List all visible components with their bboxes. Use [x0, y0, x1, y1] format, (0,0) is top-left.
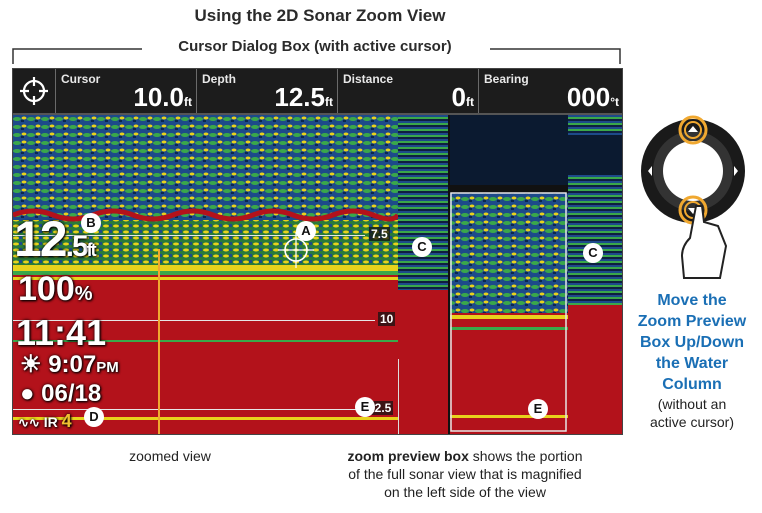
badge-c-left: C	[412, 237, 432, 257]
dialog-cursor-value: 10.0ft	[133, 82, 192, 112]
dialog-cursor-cell: Cursor 10.0ft	[55, 69, 196, 113]
bracket-line	[12, 48, 621, 64]
time-readout: 11:41	[16, 312, 107, 353]
sonar-screen: Cursor 10.0ft Depth 12.5ft Distance 0ft …	[12, 68, 623, 435]
badge-d: D	[84, 407, 104, 427]
dialog-bearing-cell: Bearing 000°t	[478, 69, 622, 113]
sun-icon: ☀	[20, 351, 42, 378]
depth-readout: 12.5ft	[14, 211, 97, 267]
cursor-crosshair-icon[interactable]	[278, 232, 314, 268]
dialog-depth-cell: Depth 12.5ft	[196, 69, 337, 113]
moon-icon: ●	[20, 380, 35, 407]
zoom-box-pointer	[398, 359, 399, 434]
dialog-bearing-value: 000°t	[566, 82, 619, 112]
crosshair-icon	[20, 77, 48, 105]
dialog-cursor-label: Cursor	[61, 72, 101, 86]
ir-readout: ∿∿ IR 4	[18, 411, 72, 431]
zoomed-view-pointer	[158, 249, 160, 434]
figure-title: Using the 2D Sonar Zoom View	[194, 6, 446, 25]
rocker-pad-illustration	[641, 115, 745, 279]
sonar-image	[13, 115, 622, 434]
badge-c-right: C	[583, 243, 603, 263]
badge-e-left: E	[355, 397, 375, 417]
depth-mark-7-5: 7.5	[369, 227, 390, 241]
dialog-distance-label: Distance	[343, 72, 394, 86]
dialog-depth-value: 12.5ft	[274, 82, 333, 112]
depth-line-7-5	[13, 235, 365, 236]
cursor-dialog-box: Cursor 10.0ft Depth 12.5ft Distance 0ft …	[13, 69, 622, 115]
zoomed-view-caption: zoomed view	[129, 448, 211, 464]
up-arrow-icon	[690, 92, 700, 100]
badge-e-right: E	[528, 399, 548, 419]
depth-mark-10: 10	[378, 312, 396, 326]
sun-time-readout: ☀ 9:07PM	[20, 351, 119, 378]
depth-line-10	[13, 320, 375, 321]
cursor-dialog-label: Cursor Dialog Box (with active cursor)	[178, 38, 452, 55]
date-readout: ● 06/18	[20, 380, 102, 407]
badge-a: A	[296, 221, 316, 241]
depth-line-12-5	[13, 409, 363, 410]
dialog-bearing-label: Bearing	[484, 72, 529, 86]
dialog-distance-cell: Distance 0ft	[337, 69, 478, 113]
badge-b: B	[81, 213, 101, 233]
move-preview-caption: Move the Zoom Preview Box Up/Down the Wa…	[637, 292, 747, 430]
zoom-preview-caption: zoom preview box shows the portion of th…	[347, 448, 583, 500]
percent-readout: 100%	[18, 270, 93, 308]
waveform-icon: ∿∿	[18, 415, 40, 430]
dialog-distance-value: 0ft	[451, 82, 474, 112]
dialog-depth-label: Depth	[202, 72, 236, 86]
